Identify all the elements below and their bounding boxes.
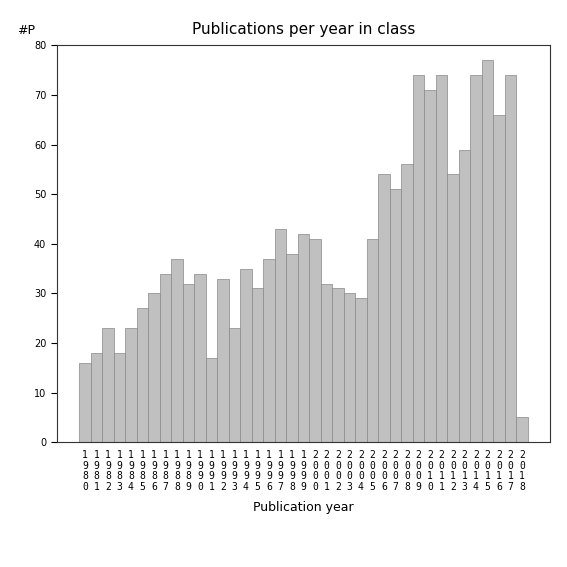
Bar: [344, 294, 355, 442]
Bar: [171, 259, 183, 442]
Bar: [286, 254, 298, 442]
Bar: [217, 278, 229, 442]
Bar: [493, 115, 505, 442]
Text: #P: #P: [17, 24, 35, 37]
Bar: [424, 90, 435, 442]
Bar: [378, 175, 390, 442]
Bar: [148, 294, 160, 442]
Bar: [79, 363, 91, 442]
Bar: [367, 239, 378, 442]
Bar: [113, 353, 125, 442]
Bar: [505, 75, 516, 442]
Bar: [183, 284, 194, 442]
Bar: [252, 289, 263, 442]
Bar: [447, 175, 459, 442]
Bar: [274, 229, 286, 442]
Bar: [413, 75, 424, 442]
Bar: [91, 353, 102, 442]
X-axis label: Publication year: Publication year: [253, 501, 354, 514]
Bar: [470, 75, 481, 442]
Bar: [160, 274, 171, 442]
Bar: [309, 239, 320, 442]
Bar: [401, 164, 413, 442]
Bar: [194, 274, 206, 442]
Bar: [390, 189, 401, 442]
Bar: [263, 259, 274, 442]
Bar: [229, 328, 240, 442]
Bar: [240, 269, 252, 442]
Bar: [355, 298, 367, 442]
Bar: [435, 75, 447, 442]
Bar: [125, 328, 137, 442]
Bar: [481, 60, 493, 442]
Bar: [137, 308, 148, 442]
Bar: [459, 150, 470, 442]
Bar: [206, 358, 217, 442]
Bar: [102, 328, 113, 442]
Bar: [298, 234, 309, 442]
Bar: [332, 289, 344, 442]
Title: Publications per year in class: Publications per year in class: [192, 22, 415, 37]
Bar: [516, 417, 527, 442]
Bar: [320, 284, 332, 442]
